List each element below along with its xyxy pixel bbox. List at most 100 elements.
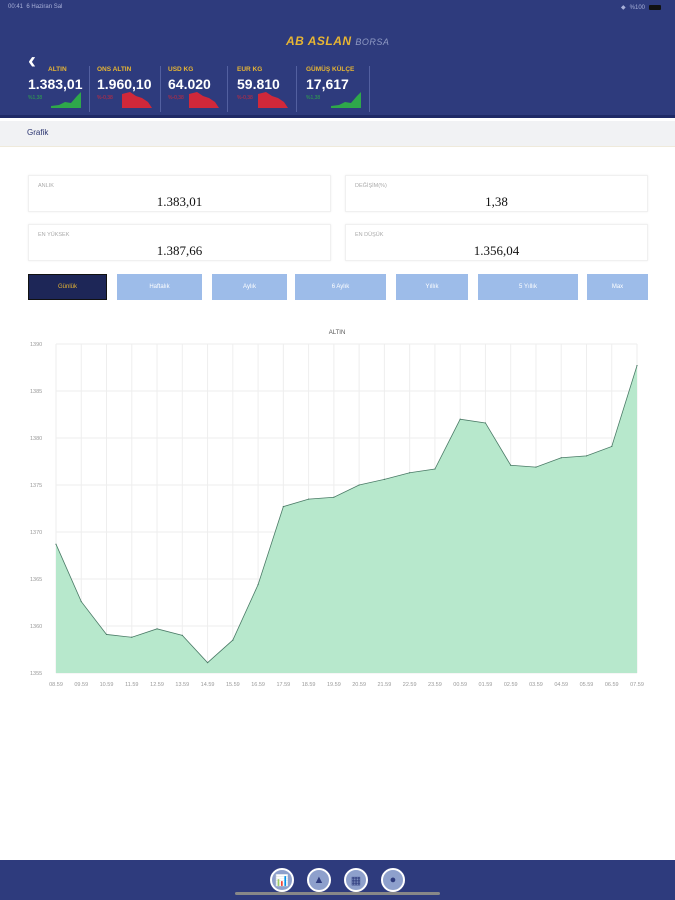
data-point	[308, 498, 310, 500]
period-button-6[interactable]: Max	[587, 274, 648, 300]
battery-text: %100	[629, 4, 645, 11]
back-button[interactable]: ‹	[28, 47, 36, 74]
period-button-0[interactable]: Günlük	[28, 274, 107, 300]
ticker-value: 17,617	[306, 76, 349, 92]
sparkline-icon	[258, 92, 288, 108]
x-tick-label: 11.59	[125, 682, 138, 688]
status-bar: 00:41 6 Haziran Sal	[8, 4, 62, 10]
x-tick-label: 08.59	[49, 682, 63, 688]
stat-anlik: ANLIK 1.383,01	[28, 175, 331, 212]
x-tick-label: 00.59	[453, 682, 467, 688]
ticker-value: 1.383,01	[28, 76, 83, 92]
data-point	[80, 600, 82, 603]
y-tick-label: 1385	[30, 389, 42, 395]
period-button-1[interactable]: Haftalık	[117, 274, 202, 300]
ticker-name: ALTIN	[48, 66, 67, 73]
y-tick-label: 1370	[30, 530, 42, 536]
data-point	[409, 472, 411, 474]
logo-sub: BORSA	[355, 37, 390, 47]
sparkline-icon	[51, 92, 81, 108]
stat-value: 1.356,04	[473, 243, 520, 258]
y-tick-label: 1375	[30, 483, 42, 489]
y-tick-label: 1355	[30, 671, 42, 677]
x-tick-label: 21.59	[378, 682, 392, 688]
data-point	[206, 662, 209, 664]
ticker-name: USD KG	[168, 66, 194, 73]
x-tick-label: 04.59	[554, 682, 568, 688]
x-tick-label: 05.59	[580, 682, 594, 688]
sparkline-icon	[331, 92, 361, 108]
ticker-1[interactable]: ONS ALTIN 1.960,10 %-0,38	[93, 66, 161, 112]
stat-label: EN DÜŞÜK	[355, 232, 384, 238]
x-tick-label: 18.59	[302, 682, 316, 688]
x-tick-label: 03.59	[529, 682, 543, 688]
data-point	[181, 634, 183, 636]
period-button-3[interactable]: 6 Aylık	[295, 274, 386, 300]
stat-value: 1,38	[485, 194, 508, 209]
chart-icon[interactable]: 📊	[270, 868, 294, 892]
x-tick-label: 17.59	[276, 682, 290, 688]
gold-icon[interactable]: ▲	[307, 868, 331, 892]
home-indicator	[235, 892, 440, 895]
x-tick-label: 01.59	[479, 682, 493, 688]
data-point	[535, 466, 537, 468]
x-tick-label: 07.59	[630, 682, 644, 688]
data-point	[131, 636, 133, 638]
stat-label: EN YÜKSEK	[38, 232, 70, 238]
grid-icon[interactable]: ▦	[344, 868, 368, 892]
data-point	[383, 478, 385, 480]
subheader: Grafik	[0, 121, 675, 147]
ticker-value: 59.810	[237, 76, 280, 92]
x-tick-label: 22.59	[403, 682, 417, 688]
stat-value: 1.383,01	[156, 194, 203, 209]
status-right: ◆ %100	[621, 4, 661, 11]
stat-label: ANLIK	[38, 183, 54, 189]
data-point	[55, 543, 57, 545]
data-point	[156, 628, 158, 630]
data-point	[510, 464, 512, 466]
data-point	[358, 484, 360, 486]
period-button-2[interactable]: Aylık	[212, 274, 287, 300]
x-tick-label: 12.59	[150, 682, 164, 688]
data-point	[484, 422, 487, 424]
data-point	[232, 639, 234, 641]
data-point	[560, 457, 562, 459]
chart-title: ALTIN	[329, 330, 346, 336]
ticker-2[interactable]: USD KG 64.020 %-0,38	[164, 66, 228, 112]
x-tick-label: 15.59	[226, 682, 240, 688]
data-point	[105, 633, 108, 636]
x-tick-label: 10.59	[100, 682, 114, 688]
stat-degisim: DEĞİŞİM(%) 1,38	[345, 175, 648, 212]
series-line	[55, 365, 638, 664]
ticker-value: 1.960,10	[97, 76, 152, 92]
logo-main: AB ASLAN	[286, 34, 352, 48]
ticker-name: EUR KG	[237, 66, 263, 73]
status-date: 6 Haziran Sal	[26, 4, 63, 10]
ticker-value: 64.020	[168, 76, 211, 92]
battery-icon	[649, 5, 661, 10]
user-icon[interactable]: ●	[381, 868, 405, 892]
price-chart: ALTIN 1390 1385 1380 1375 1370 1365 1360 1355 08.…	[30, 330, 644, 688]
y-tick-label: 1360	[30, 624, 42, 630]
x-tick-label: 09.59	[74, 682, 88, 688]
y-tick-label: 1380	[30, 436, 42, 442]
data-point	[636, 365, 638, 367]
ticker-0[interactable]: ALTIN 1.383,01 %1,38	[24, 66, 90, 112]
data-point	[282, 506, 284, 508]
x-tick-label: 02.59	[504, 682, 518, 688]
ticker-name: GÜMÜŞ KÜLÇE	[306, 66, 355, 73]
ticker-3[interactable]: EUR KG 59.810 %-0,38	[233, 66, 297, 112]
data-point	[257, 584, 259, 586]
ticker-4[interactable]: GÜMÜŞ KÜLÇE 17,617 %1,38	[302, 66, 370, 112]
data-point	[585, 455, 588, 457]
x-tick-label: 06.59	[605, 682, 619, 688]
x-tick-label: 23.59	[428, 682, 442, 688]
stat-label: DEĞİŞİM(%)	[355, 183, 387, 189]
period-button-5[interactable]: 5 Yıllık	[478, 274, 578, 300]
wifi-icon: ◆	[621, 5, 626, 11]
y-tick-label: 1390	[30, 342, 42, 348]
period-button-4[interactable]: Yıllık	[396, 274, 468, 300]
ticker-change: %-0,38	[237, 95, 253, 101]
area-fill	[56, 365, 637, 673]
data-point	[434, 468, 436, 470]
